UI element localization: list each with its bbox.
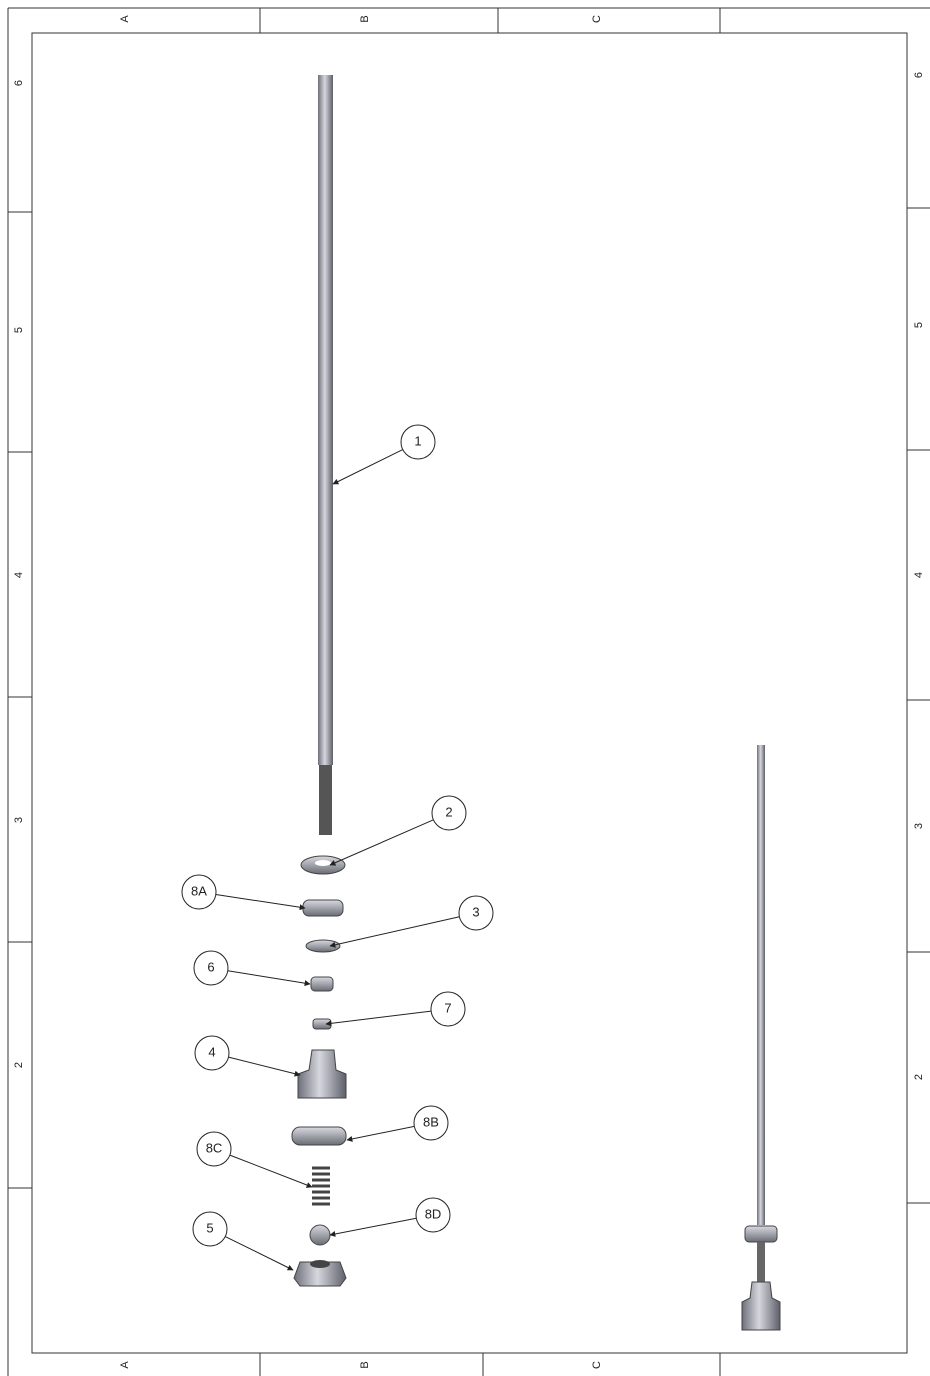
balloon-label: 8A xyxy=(191,883,207,898)
balloon: 8D xyxy=(330,1198,450,1235)
leader-line xyxy=(230,1155,312,1187)
balloon-label: 7 xyxy=(444,1000,451,1015)
zone-label: 6 xyxy=(13,80,25,86)
balloon-label: 8C xyxy=(206,1140,223,1155)
leader-line xyxy=(326,1011,431,1024)
balloon: 4 xyxy=(195,1036,300,1075)
zone-label: A xyxy=(119,15,131,23)
balloon-label: 4 xyxy=(208,1044,215,1059)
balloon: 8A xyxy=(182,875,305,909)
balloon-label: 2 xyxy=(445,804,452,819)
zone-label: 3 xyxy=(913,823,925,829)
balloon: 3 xyxy=(330,896,493,946)
zone-labels: A B C A B C 6 5 4 3 2 6 5 4 3 2 xyxy=(13,15,925,1369)
zone-label: 4 xyxy=(13,572,25,578)
leader-line xyxy=(347,1126,414,1140)
leader-line xyxy=(225,1237,293,1270)
balloon-label: 8B xyxy=(423,1114,439,1129)
balloon: 7 xyxy=(326,992,465,1026)
balloon-label: 6 xyxy=(207,959,214,974)
assembled-view xyxy=(742,745,780,1330)
balloon: 5 xyxy=(193,1212,293,1270)
zone-label: 6 xyxy=(913,72,925,78)
balloon: 8B xyxy=(347,1106,448,1140)
zone-label: 4 xyxy=(913,572,925,578)
balloon: 6 xyxy=(194,951,310,985)
leader-line xyxy=(330,1218,416,1235)
zone-label: 2 xyxy=(913,1074,925,1080)
zone-label: 5 xyxy=(13,327,25,333)
exploded-assembly xyxy=(292,75,346,1286)
zone-label: 5 xyxy=(913,322,925,328)
leader-line xyxy=(330,917,459,946)
balloon: 2 xyxy=(330,796,466,865)
balloon-label: 8D xyxy=(425,1206,442,1221)
balloon-label: 1 xyxy=(414,433,421,448)
balloon-label: 5 xyxy=(206,1220,213,1235)
zone-label: B xyxy=(359,1361,371,1368)
zone-label: A xyxy=(119,1361,131,1369)
leader-line xyxy=(228,971,310,984)
zone-label: B xyxy=(359,15,371,22)
zone-label: 3 xyxy=(13,817,25,823)
balloon: 1 xyxy=(333,425,435,484)
balloon-label: 3 xyxy=(472,904,479,919)
drawing-sheet: A B C A B C 6 5 4 3 2 6 5 4 3 2 1 2 8A 3 6 7 4 8B 8C 8D 5 xyxy=(0,0,930,1376)
leader-line xyxy=(228,1057,300,1075)
zone-label: C xyxy=(591,15,603,23)
zone-label: 2 xyxy=(13,1062,25,1068)
leader-line xyxy=(330,820,433,865)
leader-line xyxy=(216,895,305,908)
leader-line xyxy=(333,450,403,484)
frame xyxy=(8,8,930,1376)
zone-label: C xyxy=(591,1361,603,1369)
